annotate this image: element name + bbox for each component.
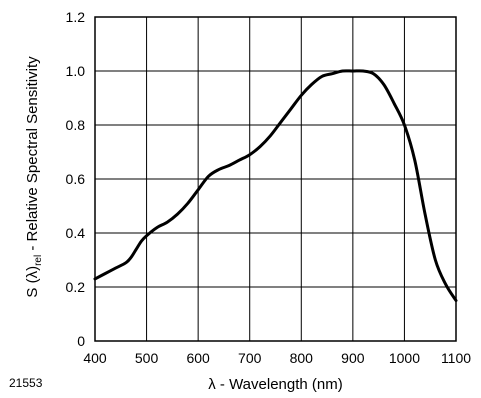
x-tick-label: 600: [186, 350, 210, 366]
y-axis-title-prefix: S (λ): [24, 266, 41, 298]
y-axis-title-subscript: rel: [33, 255, 44, 266]
y-axis-title: S (λ)rel - Relative Spectral Sensitivity: [24, 56, 44, 298]
x-tick-label: 900: [341, 350, 365, 366]
x-tick-label: 1100: [441, 350, 471, 366]
series-group: [93, 69, 458, 302]
x-axis-title: λ - Wavelength (nm): [208, 376, 342, 393]
y-tick-label: 1.0: [66, 63, 86, 79]
x-tick-label: 1000: [389, 350, 420, 366]
plot-frame: [94, 16, 457, 342]
y-tick-label: 0.8: [66, 117, 86, 133]
figure-id: 21553: [9, 376, 43, 390]
y-axis-title-suffix: - Relative Spectral Sensitivity: [24, 56, 41, 255]
x-tick-label: 800: [290, 350, 314, 366]
x-tick-label: 700: [238, 350, 262, 366]
y-axis-ticks: 0 0.2 0.4 0.6 0.8 1.0 1.2: [66, 9, 86, 349]
y-tick-label: 0.6: [66, 171, 86, 187]
y-tick-label: 0: [77, 333, 85, 349]
y-tick-label: 1.2: [66, 9, 86, 25]
series-line-0: [93, 69, 458, 302]
x-axis-ticks: 400 500 600 700 800 900 1000 1100: [83, 350, 471, 366]
y-tick-label: 0.2: [66, 279, 86, 295]
x-tick-label: 500: [135, 350, 159, 366]
y-tick-label: 0.4: [66, 225, 86, 241]
chart-grid: [94, 16, 457, 342]
x-tick-label: 400: [83, 350, 107, 366]
